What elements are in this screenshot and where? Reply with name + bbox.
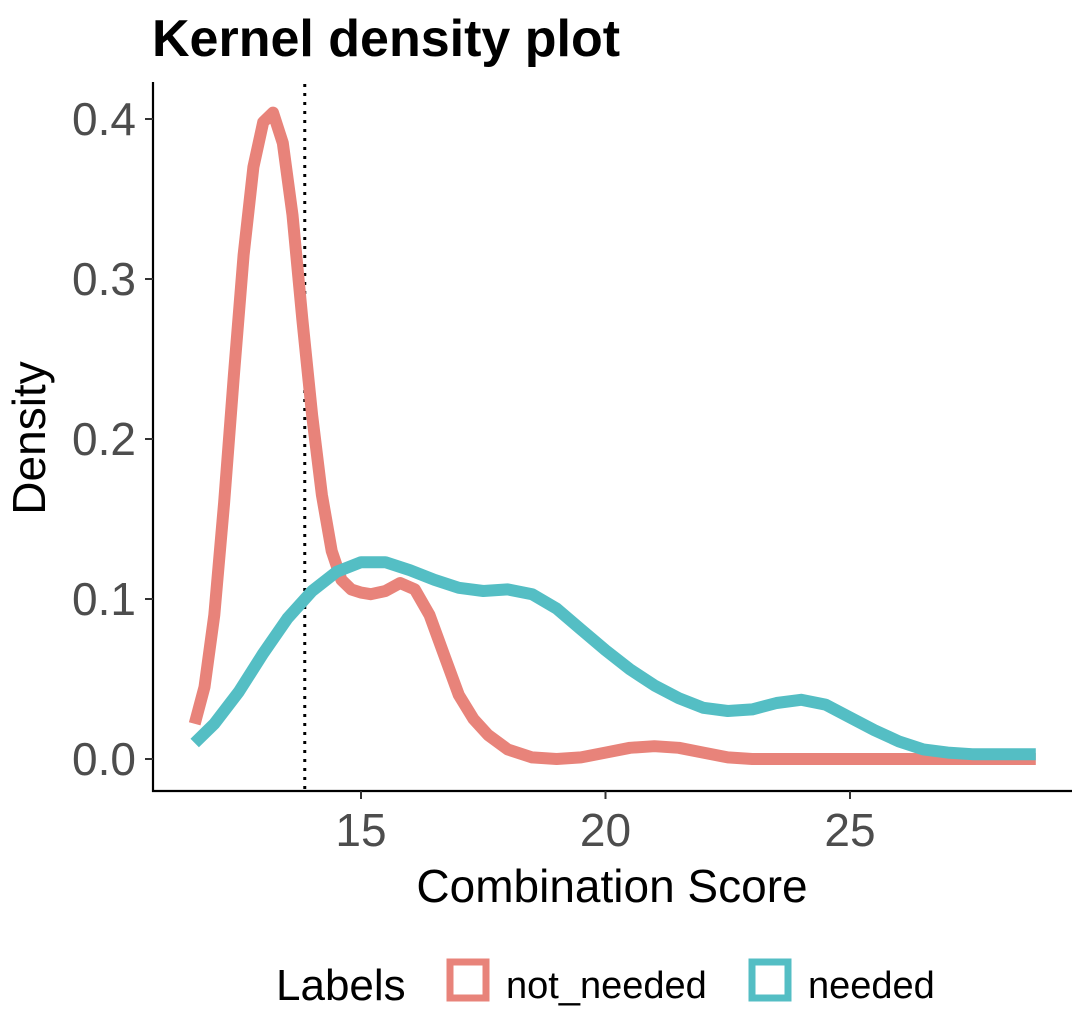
chart-title: Kernel density plot — [152, 10, 620, 68]
x-tick-label: 20 — [580, 804, 631, 856]
y-tick-label: 0.0 — [72, 733, 136, 785]
x-axis-title: Combination Score — [416, 860, 807, 912]
y-tick-label: 0.1 — [72, 573, 136, 625]
legend: Labels not_needed needed — [276, 958, 935, 1010]
x-ticks: 15 20 25 — [335, 791, 876, 856]
legend-title: Labels — [276, 961, 406, 1010]
x-tick-label: 15 — [335, 804, 386, 856]
x-tick-label: 25 — [824, 804, 875, 856]
plot-area — [188, 84, 1036, 790]
legend-label-not-needed: not_needed — [506, 965, 707, 1007]
series-line-not-needed — [188, 106, 1036, 765]
y-tick-label: 0.3 — [72, 253, 136, 305]
legend-label-needed: needed — [808, 965, 935, 1007]
y-ticks: 0.0 0.1 0.2 0.3 0.4 — [72, 93, 153, 785]
legend-key-not-needed — [446, 958, 490, 1002]
y-tick-label: 0.2 — [72, 413, 136, 465]
y-axis-title: Density — [3, 361, 55, 514]
legend-key-needed — [748, 958, 792, 1002]
y-tick-label: 0.4 — [72, 93, 136, 145]
series-line-needed — [190, 556, 1036, 761]
axes — [151, 82, 1072, 793]
